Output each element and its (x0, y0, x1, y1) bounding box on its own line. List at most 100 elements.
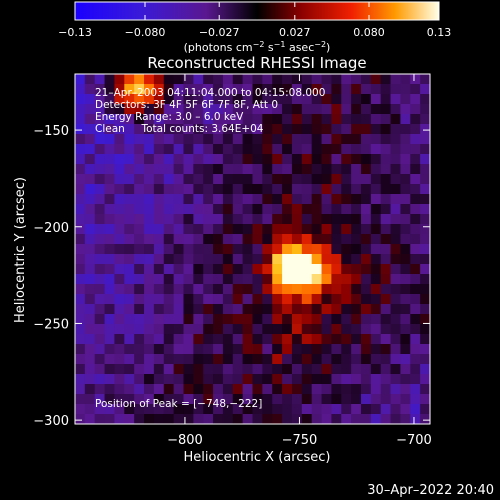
heatmap-cell (232, 214, 244, 225)
heatmap-cell (173, 234, 185, 245)
colorbar-tick-label: −0.027 (199, 26, 240, 39)
heatmap-cell (183, 234, 194, 245)
heatmap-cell (301, 404, 313, 415)
heatmap-cell (291, 174, 303, 185)
heatmap-cell (114, 324, 125, 335)
heatmap-cell (301, 214, 313, 225)
heatmap-cell (114, 244, 125, 255)
heatmap-cell (173, 324, 185, 335)
heatmap-cell (94, 104, 106, 115)
heatmap-cell (173, 404, 185, 415)
heatmap-cell (134, 164, 145, 175)
heatmap-cell (153, 254, 165, 265)
heatmap-cell (282, 214, 293, 225)
heatmap-cell (370, 414, 382, 424)
heatmap-cell (232, 304, 244, 315)
heatmap-cell (291, 164, 303, 175)
heatmap-cell (222, 364, 234, 375)
heatmap-cell (114, 264, 125, 275)
y-axis-ticks: −150 −200 −250 −300 (33, 124, 430, 429)
heatmap-cell (282, 104, 293, 115)
heatmap-cell (153, 404, 165, 415)
heatmap-cell (410, 104, 421, 115)
heatmap-cell (341, 274, 352, 285)
heatmap-cell (163, 84, 175, 95)
heatmap-cell (400, 224, 411, 235)
peak-position-label: Position of Peak = [−748,−222] (95, 398, 262, 410)
heatmap-cell (321, 274, 332, 285)
heatmap-cell (311, 184, 323, 195)
heatmap-cell (134, 294, 145, 305)
heatmap-cell (410, 354, 421, 365)
heatmap-cell (75, 194, 86, 205)
heatmap-cell (380, 94, 392, 105)
heatmap-cell (213, 394, 224, 405)
heatmap-cell (282, 264, 293, 275)
heatmap-cell (311, 334, 323, 345)
heatmap-cell (291, 194, 303, 205)
heatmap-cell (193, 324, 204, 335)
heatmap-cell (134, 324, 145, 335)
heatmap-cell (124, 214, 135, 225)
colorbar-tick-label: 0.13 (427, 26, 452, 39)
heatmap-cell (94, 394, 106, 405)
heatmap-cell (262, 114, 273, 125)
heatmap-cell (420, 284, 430, 295)
heatmap-cell (282, 324, 293, 335)
heatmap-cell (351, 144, 362, 155)
heatmap-cell (232, 294, 244, 305)
heatmap-cell (380, 74, 392, 85)
heatmap-cell (311, 214, 323, 225)
heatmap-cell (301, 184, 313, 195)
heatmap-cell (75, 184, 86, 195)
heatmap-cell (420, 364, 430, 375)
heatmap-cell (242, 334, 254, 345)
heatmap-cell (134, 124, 145, 135)
heatmap-cell (134, 334, 145, 345)
heatmap-cell (360, 254, 372, 265)
heatmap-cell (75, 364, 86, 375)
heatmap-cell (203, 224, 214, 235)
heatmap-cell (124, 124, 135, 135)
heatmap-cell (173, 274, 185, 285)
heatmap-cell (272, 274, 283, 285)
heatmap-cell (341, 244, 352, 255)
heatmap-cell (114, 304, 125, 315)
heatmap-cell (400, 404, 411, 415)
heatmap-cell (331, 194, 342, 205)
heatmap-cell (94, 414, 106, 424)
heatmap-cell (84, 214, 96, 225)
heatmap-cell (291, 244, 303, 255)
heatmap-cell (144, 384, 155, 395)
heatmap-cell (390, 224, 402, 235)
heatmap-cell (331, 94, 342, 105)
heatmap-cell (222, 144, 234, 155)
heatmap-cell (75, 164, 86, 175)
heatmap-cell (203, 384, 214, 395)
heatmap-cell (232, 104, 244, 115)
heatmap-cell (291, 84, 303, 95)
heatmap-cell (341, 374, 352, 385)
heatmap-cell (124, 174, 135, 185)
heatmap-cell (173, 124, 185, 135)
heatmap-cell (124, 294, 135, 305)
heatmap-cell (400, 314, 411, 325)
x-tick-label: −750 (282, 433, 318, 448)
heatmap-cell (301, 204, 313, 215)
heatmap-cell (104, 154, 116, 165)
heatmap-cell (380, 204, 392, 215)
heatmap-cell (222, 264, 234, 275)
heatmap-cell (262, 74, 273, 85)
heatmap-cell (104, 194, 116, 205)
heatmap-cell (153, 74, 165, 85)
heatmap-cell (282, 294, 293, 305)
heatmap-cell (183, 384, 194, 395)
heatmap-cell (331, 104, 342, 115)
heatmap-cell (163, 204, 175, 215)
heatmap-cell (400, 324, 411, 335)
heatmap-cell (173, 354, 185, 365)
heatmap-cell (311, 374, 323, 385)
heatmap-cell (144, 414, 155, 424)
heatmap-cell (410, 414, 421, 424)
heatmap-cell (183, 184, 194, 195)
